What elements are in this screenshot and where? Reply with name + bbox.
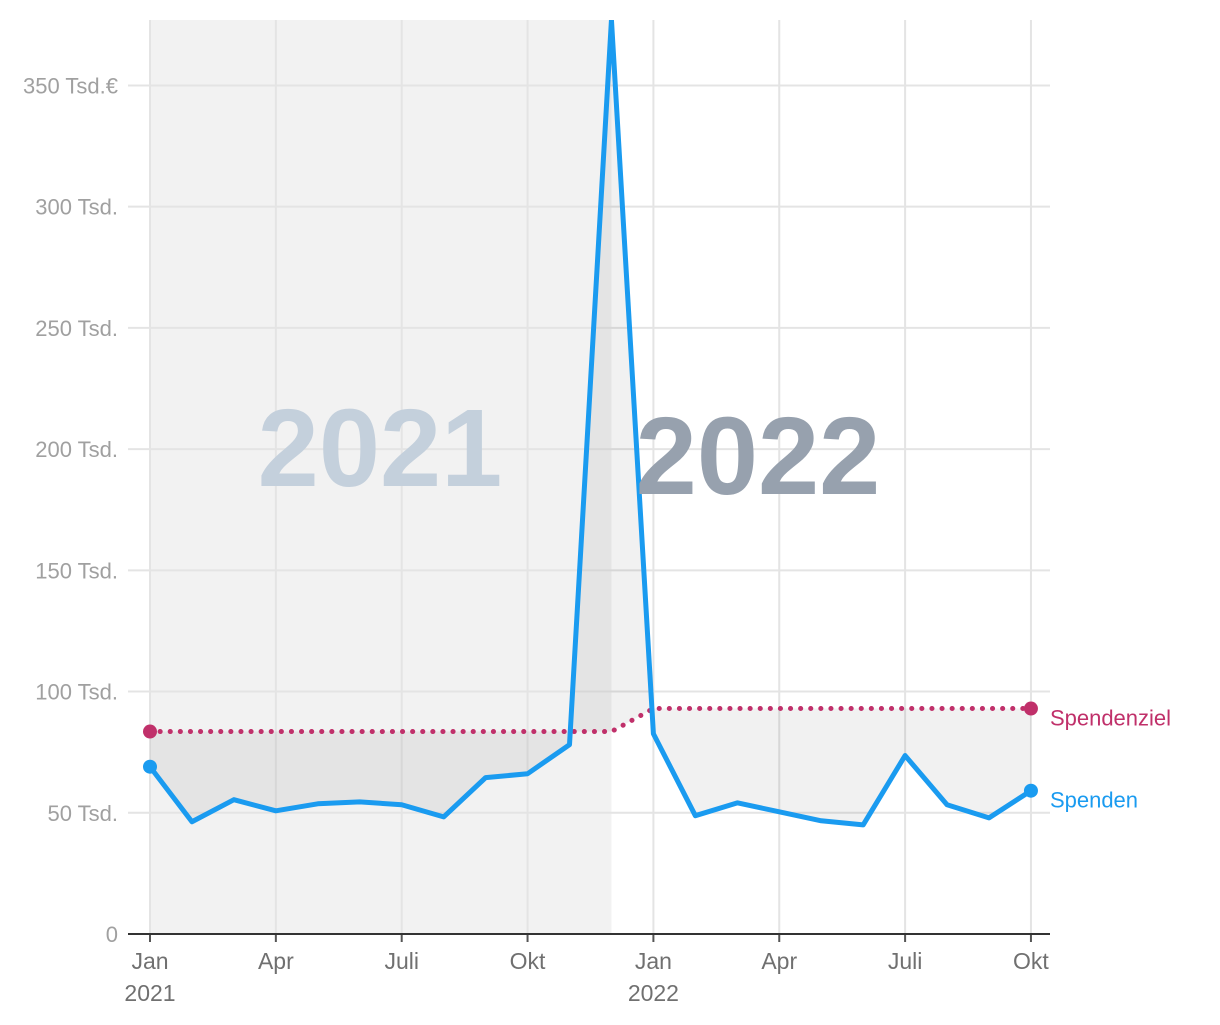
y-tick-label: 0 [106,922,118,947]
end-point [143,724,157,739]
legend-label: Spendenziel [1050,706,1171,731]
x-tick-year: 2022 [628,980,679,1006]
x-tick-label: Jan [131,948,168,974]
y-tick-label: 350 Tsd.€ [23,73,118,98]
year-label: 2021 [258,387,503,510]
y-tick-label: 50 Tsd. [47,801,118,826]
end-point [1023,783,1038,798]
plot [147,20,1034,828]
x-tick-label: Juli [888,948,923,974]
y-tick-label: 300 Tsd. [35,195,118,220]
x-tick-label: Jan [635,948,672,974]
y-tick-label: 250 Tsd. [35,316,118,341]
y-tick-label: 200 Tsd. [35,437,118,462]
legend-label: Spenden [1050,788,1138,813]
end-point [1023,701,1038,716]
series-line [147,20,1034,828]
year-band [150,20,612,934]
x-tick-year: 2021 [124,980,175,1006]
x-tick-label: Juli [384,948,419,974]
x-tick-label: Okt [510,948,546,974]
x-tick-label: Apr [761,948,797,974]
x-tick-label: Apr [258,948,294,974]
end-point [143,759,157,774]
year-label: 2022 [636,395,881,518]
y-tick-label: 100 Tsd. [35,680,118,705]
y-tick-label: 150 Tsd. [35,558,118,583]
x-tick-label: Okt [1013,948,1049,974]
